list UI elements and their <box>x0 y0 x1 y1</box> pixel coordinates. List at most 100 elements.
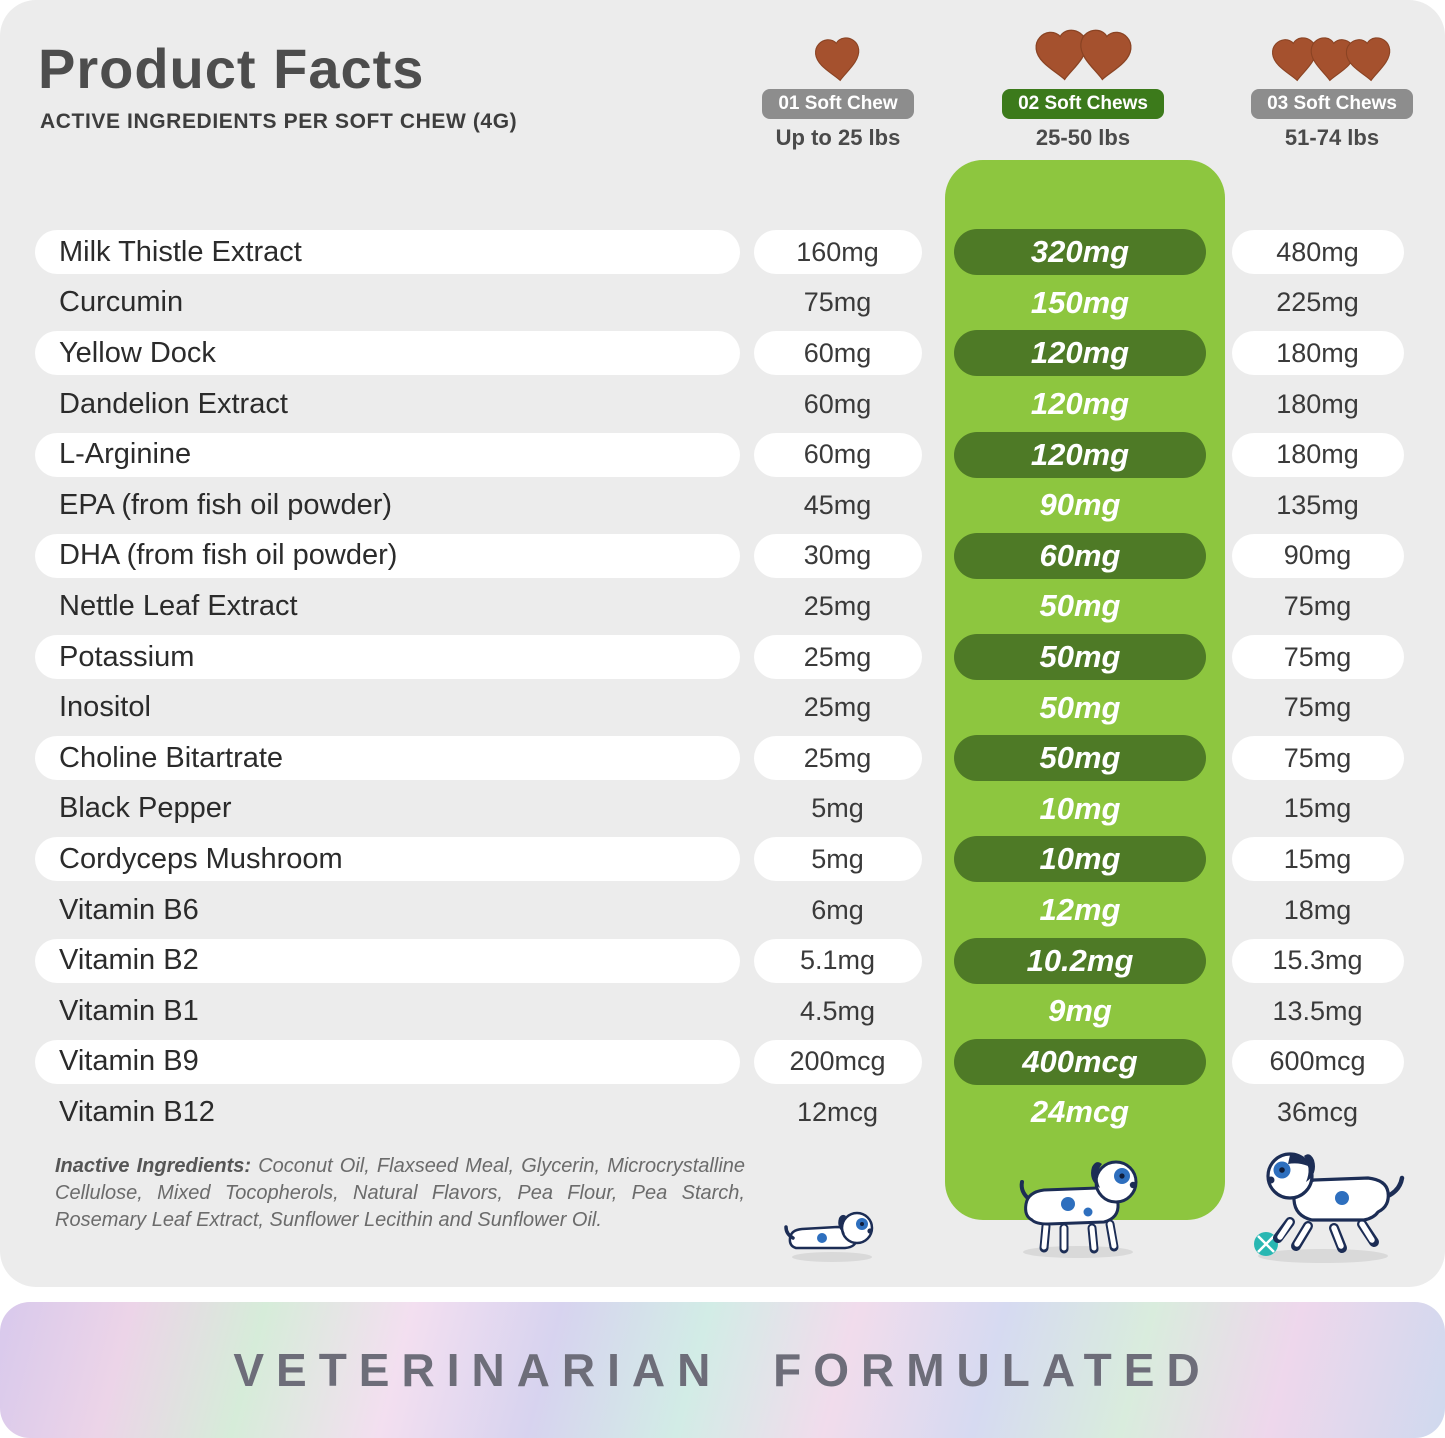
dose-1-chew-value: 75mg <box>803 287 872 318</box>
dose-2-chews-cell: 400mcg <box>935 1038 1225 1085</box>
dose-1-chew-value: 200mcg <box>753 1039 922 1084</box>
running-puppy-with-ball-icon <box>1254 1152 1405 1263</box>
dose-2-chews-value: 320mg <box>954 229 1206 276</box>
dose-2-chews-value: 50mg <box>954 634 1206 681</box>
dose-2-chews-value: 120mg <box>954 330 1206 377</box>
dose-2-chews-cell: 12mg <box>935 892 1225 928</box>
dose-1-chew-value: 25mg <box>753 635 922 680</box>
table-row: Inositol 25mg 50mg 75mg <box>0 682 1445 733</box>
dose-2-chews-value: 10.2mg <box>954 937 1206 984</box>
inactive-ingredients-text: Coconut Oil, Flaxseed Meal, Glycerin, Mi… <box>55 1155 746 1231</box>
weight-range-label: 51-74 lbs <box>1284 125 1380 150</box>
table-row: Cordyceps Mushroom 5mg 10mg 15mg <box>0 834 1445 885</box>
dose-2-chews-value: 12mg <box>1039 892 1121 928</box>
dose-3-chews-value: 75mg <box>1231 635 1404 680</box>
dose-1-chew-value: 25mg <box>803 590 872 621</box>
dose-2-chews-cell: 120mg <box>935 386 1225 422</box>
dose-3-chews-value: 15mg <box>1231 837 1404 882</box>
dose-2-chews-cell: 50mg <box>935 588 1225 624</box>
dose-2-chews-cell: 90mg <box>935 487 1225 523</box>
page-title: Product Facts <box>38 37 425 100</box>
table-row: Dandelion Extract 60mg 120mg 180mg <box>0 379 1445 430</box>
dose-3-chews-value: 90mg <box>1231 533 1404 578</box>
dose-2-chews-value: 24mcg <box>1030 1094 1130 1130</box>
dose-1-chew-value: 45mg <box>803 489 872 520</box>
dose-3-chews-value: 75mg <box>1283 590 1352 621</box>
ingredients-table: Milk Thistle Extract 160mg 320mg 480mg C… <box>0 227 1445 1138</box>
ingredient-name: Milk Thistle Extract <box>35 230 740 275</box>
dose-1-chew-value: 5mg <box>811 793 864 824</box>
ingredient-name: Choline Bitartrate <box>35 736 740 781</box>
small-puppy-icon <box>784 1211 874 1262</box>
dose-2-chews-cell: 120mg <box>935 330 1225 377</box>
ingredient-name: Vitamin B6 <box>59 893 199 926</box>
dose-1-chew-value: 60mg <box>753 432 922 477</box>
dose-3-chews-value: 480mg <box>1231 230 1404 275</box>
table-row: Vitamin B12 12mcg 24mcg 36mcg <box>0 1087 1445 1138</box>
dose-3-chews-value: 135mg <box>1276 489 1359 520</box>
table-row: Milk Thistle Extract 160mg 320mg 480mg <box>0 227 1445 278</box>
dose-2-chews-value: 50mg <box>1039 689 1121 725</box>
table-row: Potassium 25mg 50mg 75mg <box>0 632 1445 683</box>
dose-1-chew-value: 5.1mg <box>753 938 922 983</box>
ingredient-name: Curcumin <box>59 286 184 319</box>
table-row: Choline Bitartrate 25mg 50mg 75mg <box>0 733 1445 784</box>
dose-2-chews-cell: 9mg <box>935 993 1225 1029</box>
dose-2-chews-cell: 60mg <box>935 532 1225 579</box>
ingredient-name: Nettle Leaf Extract <box>59 589 298 622</box>
table-row: Curcumin 75mg 150mg 225mg <box>0 278 1445 329</box>
dose-3-chews-value: 75mg <box>1231 736 1404 781</box>
dose-badge: 01 Soft Chew <box>762 89 914 119</box>
dose-1-chew-value: 60mg <box>803 388 872 419</box>
dose-2-chews-value: 60mg <box>954 532 1206 579</box>
dose-1-chew-value: 30mg <box>753 533 922 578</box>
dose-2-chews-value: 50mg <box>1039 588 1121 624</box>
table-row: Vitamin B1 4.5mg 9mg 13.5mg <box>0 986 1445 1037</box>
dose-3-chews-value: 180mg <box>1231 432 1404 477</box>
dose-1-chew-value: 60mg <box>753 331 922 376</box>
dose-1-chew-value: 5mg <box>753 837 922 882</box>
dose-column-header: 02 Soft Chews 25-50 lbs <box>933 22 1233 151</box>
table-row: EPA (from fish oil powder) 45mg 90mg 135… <box>0 480 1445 531</box>
dose-2-chews-value: 50mg <box>954 735 1206 782</box>
ingredient-name: L-Arginine <box>35 432 740 477</box>
dose-2-chews-cell: 120mg <box>935 431 1225 478</box>
weight-range-label: 25-50 lbs <box>1035 125 1131 150</box>
inactive-ingredients: Inactive Ingredients: Coconut Oil, Flaxs… <box>55 1153 745 1234</box>
ingredient-name: EPA (from fish oil powder) <box>59 488 393 521</box>
dose-3-chews-value: 36mcg <box>1276 1096 1359 1127</box>
dose-2-chews-cell: 50mg <box>935 634 1225 681</box>
table-row: Vitamin B2 5.1mg 10.2mg 15.3mg <box>0 935 1445 986</box>
ingredient-name: Potassium <box>35 635 740 680</box>
dose-3-chews-value: 180mg <box>1276 388 1359 419</box>
ingredient-name: Cordyceps Mushroom <box>35 837 740 882</box>
dose-1-chew-value: 25mg <box>753 736 922 781</box>
dose-2-chews-cell: 10mg <box>935 836 1225 883</box>
dose-1-chew-value: 12mcg <box>796 1096 879 1127</box>
dose-badge: 02 Soft Chews <box>1002 89 1164 119</box>
ingredient-name: DHA (from fish oil powder) <box>35 533 740 578</box>
dose-2-chews-value: 10mg <box>1039 790 1121 826</box>
chew-icon <box>1269 22 1395 86</box>
dose-2-chews-cell: 50mg <box>935 690 1225 726</box>
table-row: Vitamin B6 6mg 12mg 18mg <box>0 885 1445 936</box>
dose-column-header: 03 Soft Chews 51-74 lbs <box>1182 22 1445 151</box>
ingredient-name: Vitamin B2 <box>35 938 740 983</box>
dose-2-chews-cell: 10mg <box>935 791 1225 827</box>
dose-1-chew-value: 25mg <box>803 692 872 723</box>
dose-3-chews-value: 18mg <box>1283 894 1352 925</box>
ingredient-name: Inositol <box>59 691 151 724</box>
dose-3-chews-value: 180mg <box>1231 331 1404 376</box>
ingredient-name: Vitamin B1 <box>59 994 199 1027</box>
footer-banner: VETERINARIAN FORMULATED <box>0 1302 1445 1438</box>
dose-2-chews-value: 9mg <box>1048 993 1112 1029</box>
dose-3-chews-value: 225mg <box>1276 287 1359 318</box>
facts-card: Product Facts ACTIVE INGREDIENTS PER SOF… <box>0 0 1445 1287</box>
ingredient-name: Dandelion Extract <box>59 387 288 420</box>
dose-2-chews-value: 10mg <box>954 836 1206 883</box>
dose-1-chew-value: 4.5mg <box>799 995 876 1026</box>
table-row: Nettle Leaf Extract 25mg 50mg 75mg <box>0 581 1445 632</box>
dose-2-chews-cell: 24mcg <box>935 1094 1225 1130</box>
ingredient-name: Black Pepper <box>59 792 232 825</box>
